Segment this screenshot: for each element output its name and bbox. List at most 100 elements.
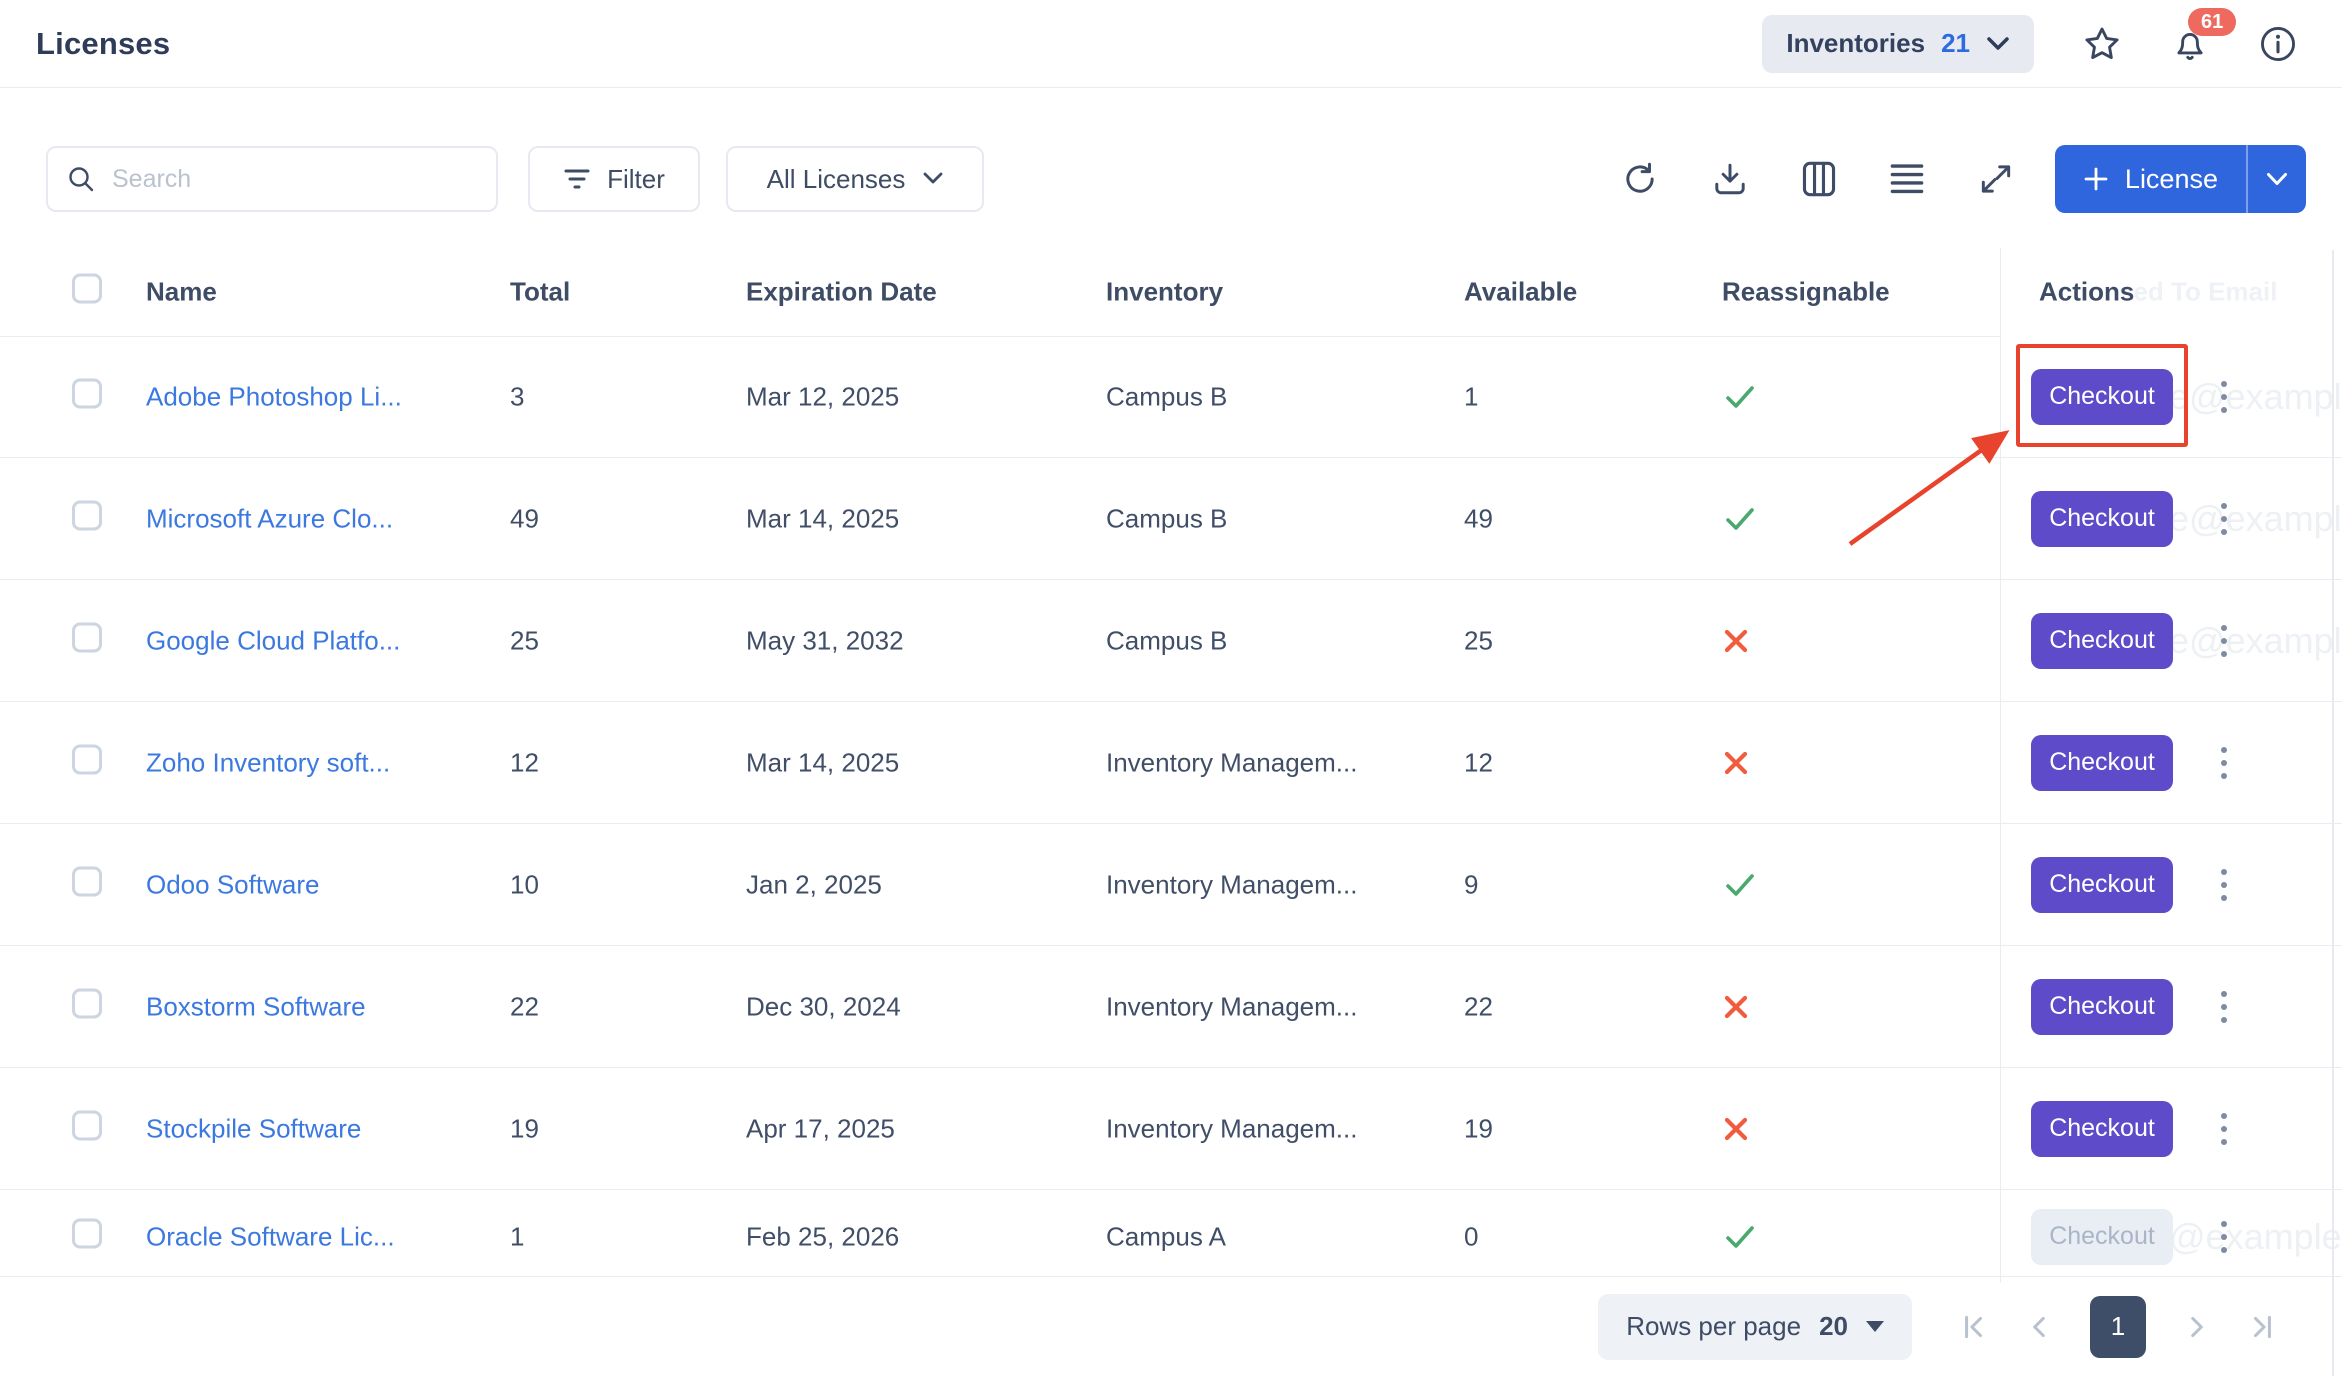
info-button[interactable] bbox=[2258, 24, 2298, 64]
chevron-down-icon bbox=[923, 172, 943, 186]
license-name-link[interactable]: Odoo Software bbox=[146, 869, 320, 899]
kebab-menu-icon[interactable] bbox=[2215, 619, 2233, 663]
ghost-email-text: e@example. bbox=[2169, 497, 2342, 539]
checkout-button[interactable]: Checkout bbox=[2031, 1100, 2173, 1157]
license-name-link[interactable]: Zoho Inventory soft... bbox=[146, 747, 391, 777]
current-page-button[interactable]: 1 bbox=[2090, 1295, 2146, 1358]
inventories-dropdown[interactable]: Inventories 21 bbox=[1762, 14, 2034, 73]
checkout-button[interactable]: Checkout bbox=[2031, 856, 2173, 913]
filter-label: Filter bbox=[607, 163, 665, 194]
add-license-menu-button[interactable] bbox=[2248, 145, 2306, 213]
kebab-menu-icon[interactable] bbox=[2215, 1215, 2233, 1259]
license-name-link[interactable]: Microsoft Azure Clo... bbox=[146, 503, 394, 533]
export-download-button[interactable] bbox=[1711, 160, 1749, 198]
scrollbar-track[interactable] bbox=[2332, 250, 2334, 1376]
row-checkbox[interactable] bbox=[72, 744, 102, 774]
kebab-menu-icon[interactable] bbox=[2215, 1107, 2233, 1151]
rows-icon bbox=[1889, 162, 1925, 196]
select-all-checkbox[interactable] bbox=[72, 273, 102, 304]
table-toolbar: Filter All Licenses bbox=[46, 145, 2306, 213]
page-title: Licenses bbox=[36, 25, 171, 61]
table-row: Adobe Photoshop Li... 3 Mar 12, 2025 Cam… bbox=[0, 336, 2342, 458]
filter-button[interactable]: Filter bbox=[528, 146, 700, 212]
expiration-value: Apr 17, 2025 bbox=[746, 1113, 895, 1143]
column-header-total[interactable]: Total bbox=[510, 276, 571, 307]
add-license-split-button: License bbox=[2054, 145, 2306, 213]
column-header-inventory[interactable]: Inventory bbox=[1106, 276, 1224, 307]
checkout-button[interactable]: Checkout bbox=[2031, 978, 2173, 1035]
expand-icon bbox=[1977, 160, 2015, 198]
kebab-menu-icon[interactable] bbox=[2215, 863, 2233, 907]
previous-page-button[interactable] bbox=[2024, 1312, 2054, 1342]
inventory-value: Inventory Managem... bbox=[1106, 1113, 1358, 1143]
expiration-value: Jan 2, 2025 bbox=[746, 869, 882, 899]
row-checkbox[interactable] bbox=[72, 866, 102, 896]
actions-cell: @example. Checkout bbox=[2000, 1190, 2342, 1283]
topbar: Licenses Inventories 21 61 bbox=[0, 0, 2342, 88]
row-checkbox[interactable] bbox=[72, 622, 102, 652]
notification-count-badge: 61 bbox=[2188, 7, 2237, 36]
column-header-expiration[interactable]: Expiration Date bbox=[746, 276, 937, 307]
chevron-right-icon bbox=[2182, 1312, 2212, 1342]
add-license-button[interactable]: License bbox=[2055, 145, 2246, 213]
reassignable-value bbox=[1722, 1222, 1758, 1252]
total-value: 3 bbox=[510, 381, 525, 411]
last-page-button[interactable] bbox=[2248, 1312, 2278, 1342]
column-header-name[interactable]: Name bbox=[146, 276, 217, 307]
license-name-link[interactable]: Google Cloud Platfo... bbox=[146, 625, 401, 655]
refresh-button[interactable] bbox=[1621, 160, 1659, 198]
hidden-column-ghost-text: sed To Email bbox=[2119, 276, 2278, 307]
license-name-link[interactable]: Adobe Photoshop Li... bbox=[146, 381, 402, 411]
actions-cell: e@example. Checkout bbox=[2000, 580, 2342, 701]
kebab-menu-icon[interactable] bbox=[2215, 497, 2233, 541]
notifications-button[interactable]: 61 bbox=[2170, 7, 2237, 64]
license-name-link[interactable]: Oracle Software Lic... bbox=[146, 1221, 395, 1251]
kebab-menu-icon[interactable] bbox=[2215, 985, 2233, 1029]
next-page-button[interactable] bbox=[2182, 1312, 2212, 1342]
license-name-link[interactable]: Stockpile Software bbox=[146, 1113, 362, 1143]
favorite-star-button[interactable] bbox=[2082, 24, 2122, 64]
checkout-button[interactable]: Checkout bbox=[2031, 490, 2173, 547]
checkout-button[interactable]: Checkout bbox=[2031, 612, 2173, 669]
table-header: Name Total Expiration Date Inventory Ava… bbox=[0, 248, 2342, 337]
filter-icon bbox=[563, 166, 591, 192]
row-density-button[interactable] bbox=[1889, 162, 1925, 196]
reassignable-value bbox=[1722, 749, 1750, 777]
column-header-actions: Actions bbox=[2039, 276, 2135, 307]
column-header-reassignable[interactable]: Reassignable bbox=[1722, 276, 1890, 307]
row-checkbox[interactable] bbox=[72, 1110, 102, 1140]
fullscreen-button[interactable] bbox=[1977, 160, 2015, 198]
expiration-value: May 31, 2032 bbox=[746, 625, 904, 655]
inventory-value: Campus A bbox=[1106, 1221, 1226, 1251]
bell-icon bbox=[2170, 24, 2210, 64]
available-value: 0 bbox=[1464, 1221, 1479, 1251]
kebab-menu-icon[interactable] bbox=[2215, 741, 2233, 785]
column-header-available[interactable]: Available bbox=[1464, 276, 1578, 307]
row-checkbox[interactable] bbox=[72, 988, 102, 1018]
view-selected-label: All Licenses bbox=[766, 163, 906, 194]
total-value: 10 bbox=[510, 869, 539, 899]
license-view-dropdown[interactable]: All Licenses bbox=[726, 146, 984, 212]
expiration-value: Mar 12, 2025 bbox=[746, 381, 900, 411]
license-name-link[interactable]: Boxstorm Software bbox=[146, 991, 366, 1021]
actions-column-header-cell: sed To Email Actions bbox=[2000, 248, 2342, 336]
star-icon bbox=[2082, 24, 2122, 64]
reassignable-value bbox=[1722, 1115, 1750, 1143]
reassignable-value bbox=[1722, 870, 1758, 900]
checkout-button: Checkout bbox=[2031, 1208, 2173, 1265]
row-checkbox[interactable] bbox=[72, 1218, 102, 1248]
row-checkbox[interactable] bbox=[72, 500, 102, 530]
checkout-button[interactable]: Checkout bbox=[2031, 734, 2173, 791]
first-page-button[interactable] bbox=[1958, 1312, 1988, 1342]
columns-button[interactable] bbox=[1801, 160, 1837, 198]
search-input[interactable] bbox=[110, 163, 478, 195]
rows-per-page-dropdown[interactable]: Rows per page 20 bbox=[1598, 1293, 1912, 1360]
add-license-label: License bbox=[2124, 163, 2218, 194]
row-checkbox[interactable] bbox=[72, 378, 102, 408]
ghost-email-text: e@example. bbox=[2169, 375, 2342, 417]
chevron-left-icon bbox=[2024, 1312, 2054, 1342]
checkout-button[interactable]: Checkout bbox=[2031, 368, 2173, 425]
total-value: 12 bbox=[510, 747, 539, 777]
kebab-menu-icon[interactable] bbox=[2215, 375, 2233, 419]
